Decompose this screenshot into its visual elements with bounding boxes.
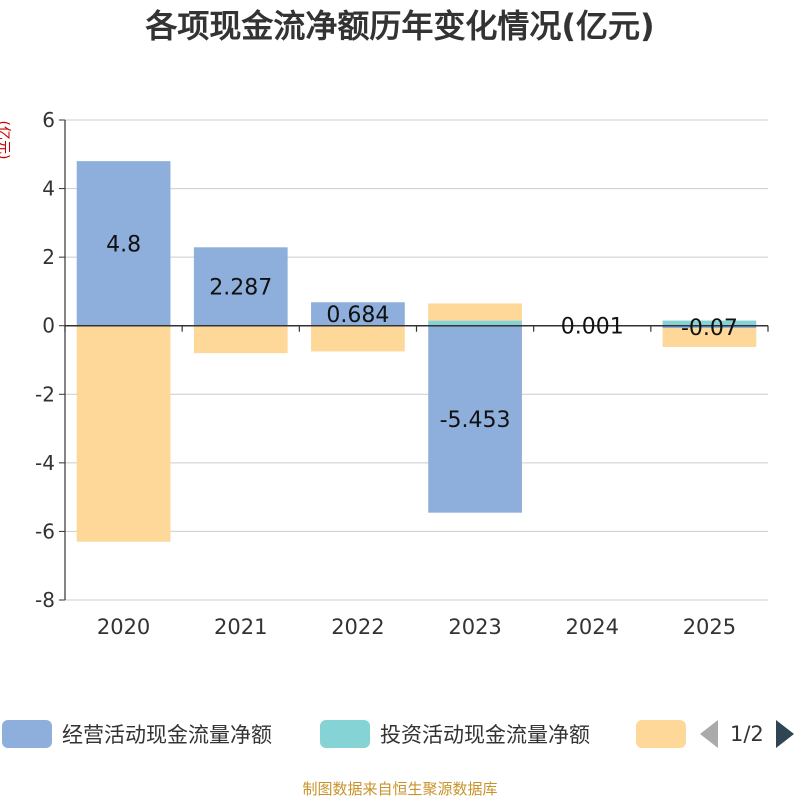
y-tick-label: -2 xyxy=(35,382,55,406)
bar-series0-2022 xyxy=(311,302,405,326)
cash-flow-chart: 6 4 2 0 -2 -4 -6 -8 2020 2021 2022 2023 2024 2025 4.8 2… xyxy=(35,108,769,639)
data-label-2021: 2.287 xyxy=(209,276,272,301)
next-page-icon[interactable] xyxy=(775,720,794,748)
legend-swatch-financing xyxy=(636,720,686,748)
bar-series1-2023 xyxy=(428,320,522,326)
previous-page-icon[interactable] xyxy=(700,720,718,748)
bar-series2-2025 xyxy=(662,328,757,347)
data-label-2023: -5.453 xyxy=(440,408,511,433)
bar-series2-2022 xyxy=(311,325,405,352)
legend-pager: 1/2 xyxy=(700,716,794,752)
y-tick-label: -4 xyxy=(35,451,55,475)
legend-item-operating[interactable]: 经营活动现金流量净额 xyxy=(2,716,272,752)
data-label-2020: 4.8 xyxy=(106,232,141,257)
legend-swatch-investing xyxy=(320,720,370,748)
data-label-2024: 0.001 xyxy=(561,315,624,340)
bar-series1-2025 xyxy=(662,320,757,326)
bar-series0-2021 xyxy=(193,247,288,326)
y-tick-label: 0 xyxy=(42,314,55,338)
y-tick-label: 4 xyxy=(42,177,55,201)
y-tick-label: -8 xyxy=(35,588,55,612)
x-tick-label-2025: 2025 xyxy=(683,615,736,639)
bar-series0-2020 xyxy=(76,161,171,326)
x-tick-label-2023: 2023 xyxy=(448,615,501,639)
legend-label-investing: 投资活动现金流量净额 xyxy=(380,723,590,747)
y-tick-label: -6 xyxy=(35,519,55,543)
legend-swatch-operating xyxy=(2,720,52,748)
bar-series2-2020 xyxy=(76,325,171,542)
legend-item-financing[interactable] xyxy=(636,716,696,752)
bar-series2-2023 xyxy=(428,303,522,321)
y-tick-label: 2 xyxy=(42,245,55,269)
bar-series2-2021 xyxy=(193,325,288,354)
x-tick-label-2024: 2024 xyxy=(566,615,619,639)
x-tick-label-2022: 2022 xyxy=(331,615,384,639)
data-label-2025: -0.07 xyxy=(681,316,738,341)
bar-series0-2023 xyxy=(428,325,522,513)
data-source-note: 制图数据来自恒生聚源数据库 xyxy=(302,780,498,798)
legend-label-operating: 经营活动现金流量净额 xyxy=(62,723,272,747)
x-tick-label-2021: 2021 xyxy=(214,615,267,639)
x-tick-label-2020: 2020 xyxy=(97,615,150,639)
y-tick-label: 6 xyxy=(42,108,55,132)
bar-series0-2025 xyxy=(662,325,757,329)
legend-page-indicator: 1/2 xyxy=(730,722,764,746)
data-label-2022: 0.684 xyxy=(326,303,389,328)
legend-item-investing[interactable]: 投资活动现金流量净额 xyxy=(320,716,590,752)
legend: 经营活动现金流量净额 投资活动现金流量净额 1/2 xyxy=(0,716,800,756)
chart-title: 各项现金流净额历年变化情况(亿元) xyxy=(145,7,655,45)
